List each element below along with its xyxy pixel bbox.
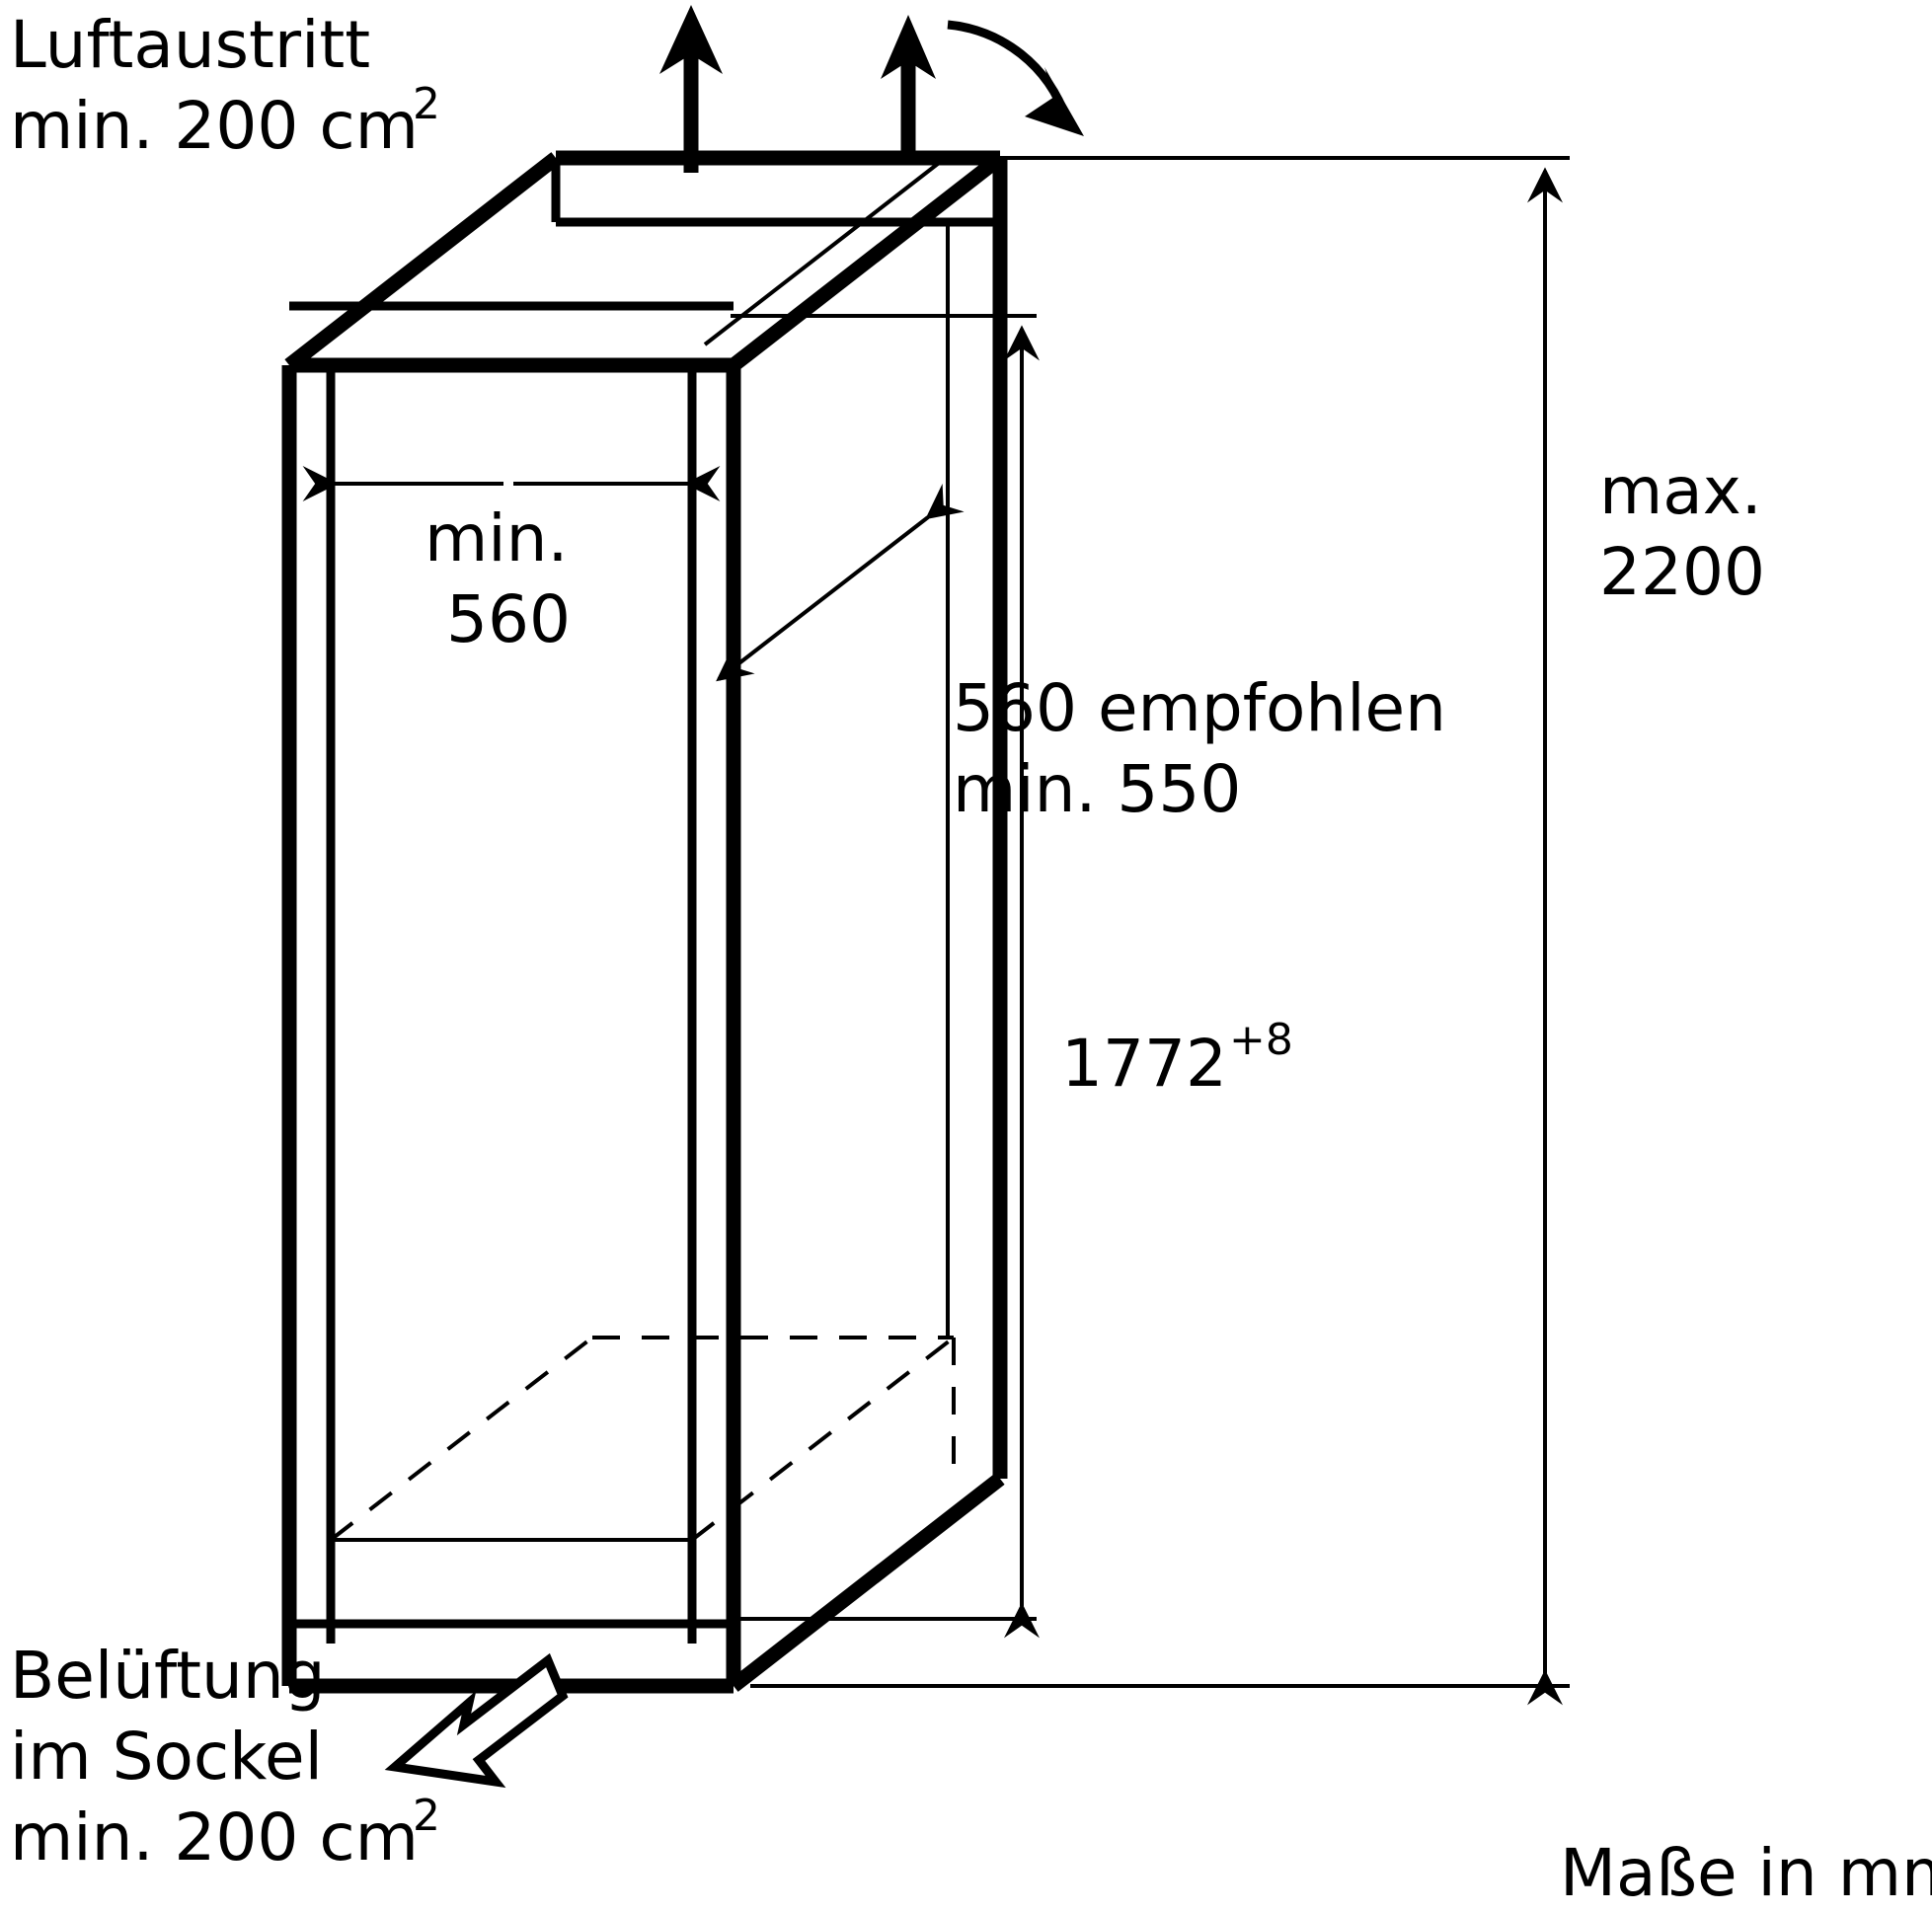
plinth-vent-arrow bbox=[395, 1660, 563, 1782]
dim-niche-height bbox=[731, 316, 1037, 1619]
max-height-label-2: 2200 bbox=[1599, 534, 1765, 610]
air-outlet-sup: 2 bbox=[413, 79, 440, 129]
width-label-2: 560 bbox=[446, 581, 571, 657]
dim-depth bbox=[719, 517, 928, 679]
max-height-label-1: max. bbox=[1599, 453, 1762, 529]
air-outlet-arrows bbox=[659, 5, 1084, 173]
vent-label-sup: 2 bbox=[413, 1791, 440, 1841]
units-label: Maße in mm bbox=[1560, 1835, 1932, 1911]
dim-max-height bbox=[750, 158, 1570, 1686]
installation-dimension-diagram: Luftaustritt min. 200 cm 2 min. 560 560 … bbox=[0, 0, 1932, 1913]
vent-label-3: min. 200 cm bbox=[10, 1799, 419, 1875]
depth-label-2: min. 550 bbox=[953, 751, 1241, 827]
width-label-1: min. bbox=[425, 500, 568, 576]
cabinet-outline bbox=[289, 158, 1000, 1686]
air-outlet-label-1: Luftaustritt bbox=[10, 7, 370, 83]
niche-height-label: 1772 bbox=[1061, 1026, 1227, 1102]
air-outlet-label-2: min. 200 cm bbox=[10, 88, 419, 164]
vent-label-1: Belüftung bbox=[10, 1638, 326, 1714]
vent-label-2: im Sockel bbox=[10, 1719, 323, 1795]
niche-height-sup: +8 bbox=[1229, 1015, 1293, 1065]
depth-label-1: 560 empfohlen bbox=[953, 670, 1446, 746]
